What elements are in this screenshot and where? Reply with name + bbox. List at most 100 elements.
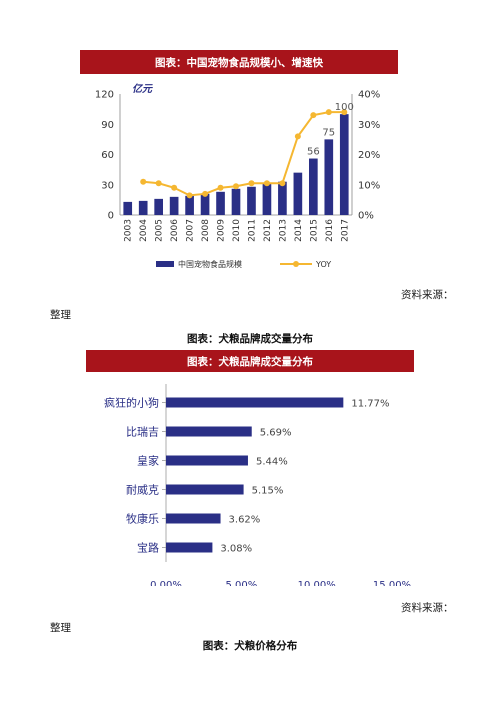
chart1-legend-bar-swatch <box>156 261 174 267</box>
chart1-banner: 图表：中国宠物食品规模小、增速快 <box>80 50 398 74</box>
chart1-yoy-point <box>248 180 255 187</box>
chart1-yoy-point <box>217 184 224 191</box>
chart1-axis-labels: 0 30 60 90 120 0% 10% 20% 30% 40% 2003 2004 2005 2006… <box>95 90 380 242</box>
chart2-value-label: 5.44% <box>256 457 288 468</box>
chart1-bar <box>154 198 163 215</box>
chart1-bar <box>293 172 303 215</box>
chart1-left-tick-label: 0 <box>108 211 114 222</box>
chart2-category-label: 比瑞吉 <box>126 425 159 439</box>
chart1-yoy-point <box>294 133 301 140</box>
chart2-labels: 疯狂的小狗 11.77% 比瑞吉 5.69% 皇家 5.44% 耐威克 5.15% 牧康乐 3.6… <box>104 396 411 587</box>
chart1-yoy-point <box>171 184 178 191</box>
chart1-x-tick-label: 2009 <box>217 219 227 242</box>
chart1-x-tick-label: 2013 <box>278 219 288 242</box>
chart1-unit-label: 亿元 <box>132 83 153 95</box>
chart2-category-label: 宝路 <box>137 541 159 555</box>
chart1-yoy-point <box>155 180 162 187</box>
chart1-left-tick-label: 60 <box>101 150 114 161</box>
chart1-svg: 亿元 0 30 60 90 120 0% 10% 20% 30% 40% 2003 2004 2005 2… <box>95 83 380 269</box>
chart1-right-tick-label: 40% <box>358 90 380 101</box>
chart1-legend-bar-label: 中国宠物食品规模 <box>178 259 242 269</box>
chart2-x-tick-label: 0.00% <box>150 580 182 586</box>
chart2-category-label: 牧康乐 <box>126 512 159 526</box>
chart1-bar <box>169 196 179 215</box>
chart1-yoy-point <box>233 183 239 190</box>
chart1-bar <box>123 201 133 215</box>
chart2-bar <box>166 542 213 553</box>
chart1-legend-line-label: YOY <box>315 260 331 269</box>
chart1-yoy-point <box>140 178 147 185</box>
chart1-x-tick-label: 2012 <box>263 219 273 242</box>
chart1-x-tick-label: 2011 <box>247 219 257 242</box>
chart1-yoy-point <box>310 112 317 119</box>
chart1-legend-line-marker <box>293 261 299 267</box>
chart1-x-tick-label: 2017 <box>340 219 350 242</box>
chart2-value-label: 3.62% <box>229 515 261 526</box>
chart2-svg: 疯狂的小狗 11.77% 比瑞吉 5.69% 皇家 5.44% 耐威克 5.15% 牧康乐 3.6… <box>104 384 411 587</box>
chart2-value-label: 5.15% <box>252 486 284 497</box>
chart2-x-tick-label: 15.00% <box>373 580 411 586</box>
chart2-category-label: 皇家 <box>137 454 159 468</box>
chart2-bar <box>166 397 344 408</box>
chart1-x-tick-label: 2016 <box>325 219 335 242</box>
chart1-left-tick-label: 30 <box>101 180 114 191</box>
chart1-x-tick-label: 2007 <box>186 219 196 242</box>
chart1-data-label: 56 <box>307 147 320 158</box>
chart1-bar <box>339 114 349 215</box>
chart1-data-label: 75 <box>322 127 335 138</box>
chart1-left-tick-label: 120 <box>95 90 114 101</box>
chart1-right-tick-label: 10% <box>358 180 380 191</box>
chart1-x-tick-label: 2015 <box>309 219 319 242</box>
chart2-plot-area <box>162 384 167 562</box>
chart1-left-tick-label: 90 <box>101 120 114 131</box>
chart1-bar <box>138 200 148 215</box>
chart1-x-tick-label: 2005 <box>155 219 165 242</box>
chart1-yoy-point <box>186 192 193 199</box>
chart1-bar <box>200 193 210 215</box>
chart1-yoy-line <box>140 109 348 199</box>
chart2-x-tick-label: 5.00% <box>225 580 257 586</box>
chart1-bar <box>216 191 225 215</box>
chart2-bar <box>166 484 244 495</box>
chart2-value-label: 11.77% <box>351 399 389 410</box>
note-label-2: 整理 <box>50 622 71 634</box>
chart1-bar <box>324 139 334 215</box>
note-label-1: 整理 <box>50 309 71 321</box>
chart2-x-tick-label: 10.00% <box>298 580 336 586</box>
chart2-bar <box>166 455 248 466</box>
chart1-yoy-point <box>263 180 270 187</box>
chart2-value-label: 5.69% <box>260 428 292 439</box>
chart1-bars <box>123 114 349 215</box>
chart1-bar <box>278 181 287 215</box>
chart1-bar <box>185 195 194 215</box>
chart1-yoy-point <box>341 109 348 116</box>
chart2-banner: 图表：犬粮品牌成交量分布 <box>86 350 414 372</box>
chart1-x-tick-label: 2008 <box>201 219 211 242</box>
chart1-bar <box>247 186 256 215</box>
chart2-caption: 图表：犬粮品牌成交量分布 <box>187 333 313 345</box>
chart1-right-tick-label: 20% <box>358 150 380 161</box>
chart2-value-label: 3.08% <box>220 544 252 555</box>
chart1-x-tick-label: 2010 <box>232 219 242 242</box>
chart1-x-tick-label: 2006 <box>170 219 180 242</box>
source-label-2: 资料来源： <box>401 602 454 614</box>
source-label-1: 资料来源： <box>401 289 454 301</box>
chart1-x-tick-label: 2003 <box>124 219 134 242</box>
chart1-bar <box>231 188 241 215</box>
chart2-bars <box>166 397 344 553</box>
chart1-yoy-point <box>202 190 209 197</box>
chart3-caption: 图表：犬粮价格分布 <box>202 640 298 652</box>
chart1-right-tick-label: 0% <box>358 211 374 222</box>
chart1-bar <box>309 158 318 215</box>
chart1-x-tick-label: 2014 <box>294 219 304 242</box>
chart1-data-label: 100 <box>335 102 354 113</box>
chart2-bar <box>166 513 221 524</box>
chart1-yoy-point <box>279 180 286 187</box>
chart2-category-label: 疯狂的小狗 <box>104 396 159 410</box>
chart1-x-tick-label: 2004 <box>139 219 149 242</box>
chart2-panel <box>86 350 414 586</box>
chart1-yoy-point <box>325 109 332 116</box>
chart2-category-label: 耐威克 <box>126 484 159 497</box>
chart2-bar <box>166 426 252 437</box>
chart1-right-tick-label: 30% <box>358 120 380 131</box>
